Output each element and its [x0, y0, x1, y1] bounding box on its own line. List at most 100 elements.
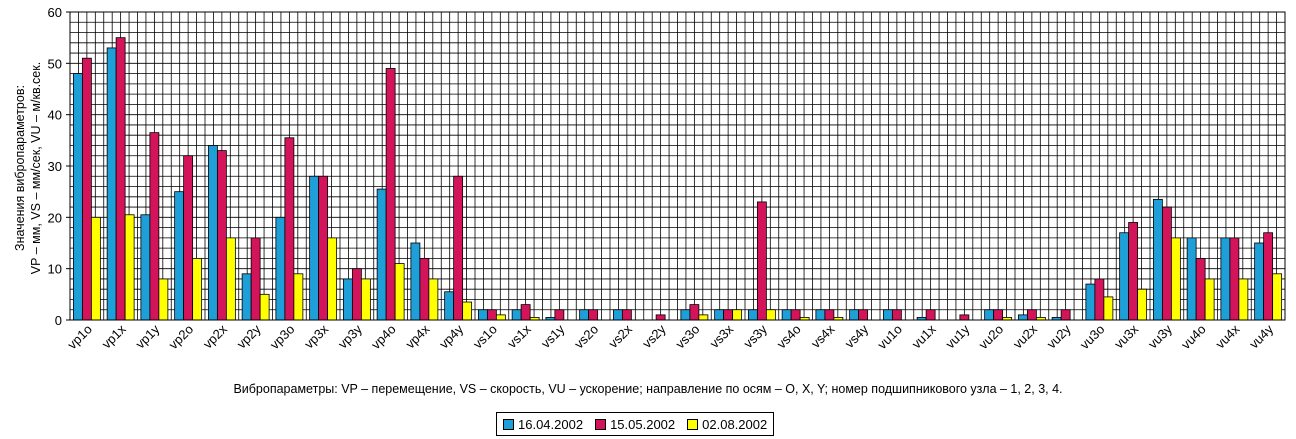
bar-vp3y-series-1 [342, 278, 353, 321]
bar-vs2x-series-1 [612, 309, 623, 321]
bar-vu2o-series-1 [984, 309, 995, 321]
bar-vs4x-series-2 [824, 309, 835, 321]
bar-vp2x-series-3 [225, 237, 236, 321]
bar-vp1y-series-1 [140, 214, 151, 321]
bar-vp4y-series-1 [444, 291, 455, 321]
bar-vp2y-series-2 [250, 237, 261, 321]
x-tick-label: vp1o [64, 322, 95, 353]
bar-vs1o-series-3 [495, 314, 506, 321]
bar-vu4y-series-1 [1254, 242, 1265, 321]
x-tick-label: vu3o [1077, 322, 1108, 353]
x-tick-label: vu4y [1246, 321, 1276, 351]
bar-vs2o-series-2 [588, 309, 599, 321]
bar-vu3y-series-2 [1161, 206, 1172, 321]
bar-vp3o-series-2 [284, 137, 295, 321]
bar-vs1x-series-2 [520, 304, 531, 321]
bar-vu2x-series-2 [1026, 309, 1037, 321]
bar-vp4o-series-3 [394, 263, 405, 321]
bar-vu3x-series-2 [1128, 222, 1139, 321]
bar-vp2x-series-2 [216, 150, 227, 321]
x-tick-label: vp4x [402, 321, 432, 351]
bar-vs4y-series-2 [858, 309, 869, 321]
x-tick-label: vu1y [942, 321, 972, 351]
bar-vs4o-series-2 [790, 309, 801, 321]
x-tick-label: vs1y [538, 321, 568, 351]
bar-vu3x-series-1 [1119, 232, 1130, 321]
x-tick-label: vp4o [368, 322, 399, 353]
bar-vu3y-series-3 [1170, 237, 1181, 321]
bar-vu2x-series-1 [1017, 314, 1028, 321]
y-tick-label: 40 [48, 108, 62, 123]
bar-vp3y-series-2 [351, 268, 362, 321]
bar-vs3o-series-3 [698, 314, 709, 321]
bar-vu4x-series-1 [1220, 237, 1231, 321]
bar-vp1o-series-1 [72, 73, 83, 321]
bar-vp3x-series-3 [327, 237, 338, 321]
bar-vp4y-series-2 [453, 175, 464, 321]
bar-vp3o-series-1 [275, 216, 286, 321]
bar-vu3o-series-1 [1085, 283, 1096, 321]
bar-vs1x-series-1 [511, 309, 522, 321]
x-tick-label: vp1y [132, 321, 162, 351]
y-tick-label: 20 [48, 210, 62, 225]
bar-vp4x-series-1 [410, 242, 421, 321]
bar-vs1y-series-2 [554, 309, 565, 321]
x-tick-label: vu2o [976, 322, 1007, 353]
x-tick-label: vs1x [504, 321, 534, 351]
x-tick-labels: vp1o vp1x vp1y vp2o vp2x vp2y vp3o vp3x vp3y vp4o… [64, 321, 1276, 352]
x-tick-label: vs2y [639, 321, 669, 351]
x-tick-label: vp2x [200, 321, 230, 351]
x-tick-label: vp1x [99, 321, 129, 351]
x-tick-label: vp4y [436, 321, 466, 351]
x-tick-label: vs2o [571, 322, 601, 352]
bar-vp2x-series-1 [207, 145, 218, 321]
plot-frame [69, 11, 1286, 321]
bar-vu4x-series-3 [1238, 278, 1249, 321]
bar-vp1x-series-3 [124, 214, 135, 321]
bar-vs2x-series-2 [621, 309, 632, 321]
legend-label-series-2: 15.05.2002 [610, 416, 676, 432]
bars [72, 37, 1283, 321]
bar-vp1x-series-1 [106, 47, 117, 321]
x-tick-label: vs3o [672, 322, 702, 352]
x-tick-label: vp3x [301, 321, 331, 351]
bar-vu4o-series-2 [1195, 257, 1206, 321]
bar-vp4o-series-1 [376, 188, 387, 321]
x-tick-label: vp3y [335, 321, 365, 351]
x-tick-label: vs3y [740, 321, 770, 351]
bar-vs3y-series-1 [747, 309, 758, 321]
x-tick-label: vp3o [267, 322, 298, 353]
y-tick-label: 10 [48, 262, 62, 277]
bar-vs3o-series-1 [680, 309, 691, 321]
x-tick-label: vp2o [166, 322, 197, 353]
bar-vs3y-series-3 [765, 309, 776, 321]
bar-vp1o-series-2 [81, 57, 92, 321]
y-tick-labels: 0 10 20 30 40 50 60 [48, 5, 70, 328]
x-tick-label: vu1x [909, 321, 939, 351]
bar-vu3y-series-1 [1152, 198, 1163, 321]
bar-vu2o-series-2 [993, 309, 1004, 321]
y-tick-label: 50 [48, 56, 62, 71]
legend-item-series-2: 15.05.2002 [595, 417, 675, 432]
bar-vu3o-series-2 [1094, 278, 1105, 321]
legend-swatch-series-3 [687, 418, 699, 430]
legend-swatch-series-1 [503, 418, 514, 430]
bar-vp1y-series-3 [158, 278, 169, 321]
grid-lines [69, 11, 1286, 321]
legend: 16.04.2002 15.05.2002 02.08.2002 [496, 412, 775, 436]
legend-item-series-1: 16.04.2002 [503, 417, 583, 432]
x-tick-label: vu2x [1010, 321, 1040, 351]
x-tick-label: vs2x [605, 321, 635, 351]
bar-vs4y-series-1 [849, 309, 860, 321]
y-axis-label-line2: VP – мм, VS – мм/сек, VU – м/кв.сек. [29, 62, 43, 274]
bar-vs2o-series-1 [579, 309, 590, 321]
bar-vs3o-series-2 [689, 304, 700, 321]
x-tick-label: vu3x [1111, 321, 1141, 351]
bar-vp2o-series-1 [174, 191, 185, 321]
x-tick-label: vs1o [470, 322, 500, 352]
bar-chart: Значения вибропараметров: VP – мм, VS – … [13, 5, 1286, 352]
bar-vs4x-series-1 [815, 309, 826, 321]
x-tick-label: vs4x [808, 321, 838, 351]
y-axis-label: Значения вибропараметров: VP – мм, VS – … [13, 62, 43, 274]
bar-vp1o-series-3 [90, 216, 101, 321]
